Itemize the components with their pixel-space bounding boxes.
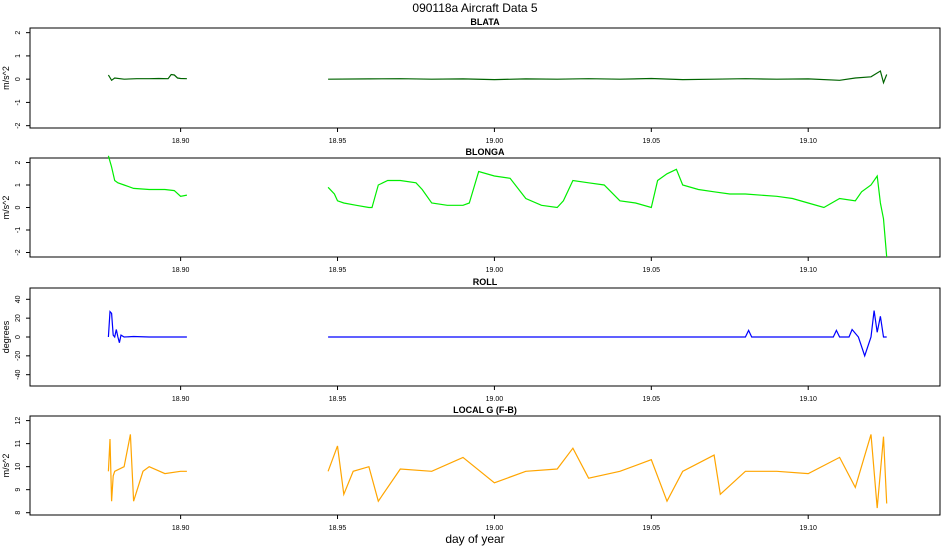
y-tick-label: 11	[15, 440, 22, 447]
y-tick-label: 1	[15, 54, 22, 58]
series-line	[107, 434, 187, 502]
y-tick-label: -2	[15, 249, 22, 255]
x-axis-label: day of year	[445, 532, 504, 546]
y-tick-label: 12	[15, 417, 22, 425]
series-line	[328, 310, 887, 358]
x-tick-label: 19.05	[643, 267, 661, 274]
series-line	[327, 434, 888, 509]
y-tick-label: 10	[15, 463, 22, 471]
x-tick-label: 19.05	[643, 138, 661, 145]
x-tick-label: 19.10	[799, 267, 817, 274]
series-line	[327, 168, 888, 258]
x-tick-label: 19.05	[643, 396, 661, 403]
series-line	[328, 70, 888, 85]
y-tick-label: 40	[15, 295, 22, 303]
y-axis-label: m/s^2	[1, 454, 11, 478]
panel-title: BLATA	[470, 17, 500, 27]
x-tick-label: 18.90	[172, 138, 190, 145]
panel-title: LOCAL G (F-B)	[453, 405, 517, 415]
y-tick-label: -20	[15, 351, 22, 361]
y-tick-label: 9	[15, 488, 22, 492]
y-tick-label: -1	[15, 227, 22, 233]
y-tick-label: -40	[15, 370, 22, 380]
y-axis-label: m/s^2	[1, 196, 11, 220]
y-tick-label: 0	[15, 205, 22, 209]
x-tick-label: 18.90	[172, 396, 190, 403]
x-tick-label: 18.90	[172, 267, 190, 274]
y-tick-label: 0	[15, 335, 22, 339]
plot-frame	[29, 27, 941, 129]
y-tick-label: 2	[15, 31, 22, 35]
x-tick-label: 19.10	[799, 396, 817, 403]
panel-title: ROLL	[473, 277, 498, 287]
x-tick-label: 19.10	[799, 525, 817, 532]
plot-frame	[29, 415, 941, 516]
y-tick-label: 1	[15, 183, 22, 187]
y-tick-label: -2	[15, 122, 22, 128]
series-line	[107, 155, 188, 197]
figure-title: 090118a Aircraft Data 5	[412, 1, 538, 15]
panel-title: BLONGA	[466, 147, 505, 157]
y-tick-label: 0	[15, 77, 22, 81]
y-tick-label: 8	[15, 511, 22, 515]
x-tick-label: 19.00	[486, 525, 504, 532]
x-tick-label: 18.95	[329, 267, 347, 274]
x-tick-label: 19.10	[799, 138, 817, 145]
x-tick-label: 18.95	[329, 525, 347, 532]
y-axis-label: m/s^2	[1, 66, 11, 90]
y-tick-label: -1	[15, 99, 22, 105]
x-tick-label: 19.00	[486, 138, 504, 145]
x-tick-label: 18.95	[329, 138, 347, 145]
series-line	[107, 310, 187, 343]
y-tick-label: 20	[15, 314, 22, 322]
x-tick-label: 18.90	[172, 525, 190, 532]
x-tick-label: 19.00	[486, 396, 504, 403]
x-tick-label: 19.05	[643, 525, 661, 532]
x-tick-label: 19.00	[486, 267, 504, 274]
y-tick-label: 2	[15, 160, 22, 164]
y-axis-label: degrees	[1, 320, 11, 353]
series-line	[107, 73, 187, 82]
x-tick-label: 18.95	[329, 396, 347, 403]
